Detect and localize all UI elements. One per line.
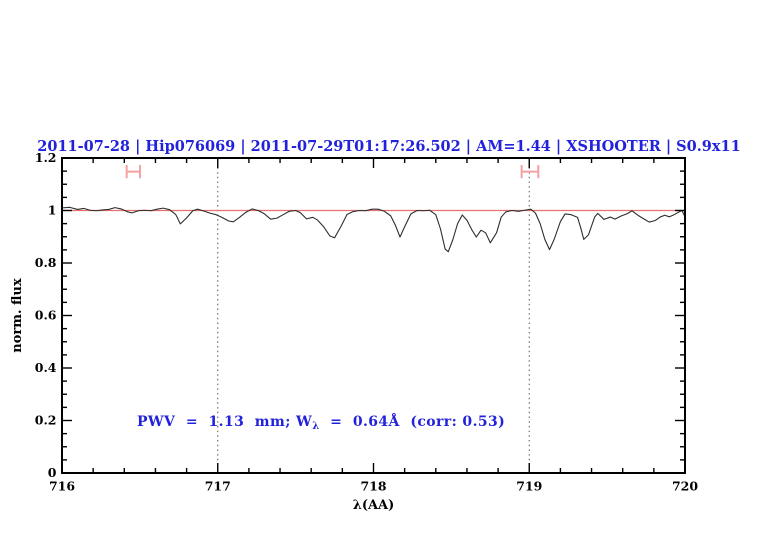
y-axis-label: norm. flux	[10, 278, 25, 353]
spectrum-line	[61, 206, 686, 253]
y-tick-label: 0	[48, 465, 57, 480]
x-tick-label: 716	[49, 479, 75, 494]
x-tick-label: 717	[205, 479, 231, 494]
y-tick-label: 0.2	[35, 413, 57, 428]
pwv-annotation-sub: λ	[312, 421, 319, 432]
y-tick-labels: 0 0.2 0.4 0.6 0.8 1 1.2	[35, 150, 57, 480]
y-tick-label: 0.8	[35, 255, 57, 270]
pwv-annotation: PWV = 1.13 mm; Wλ = 0.64Å (corr: 0.53)	[137, 412, 505, 432]
x-tick-label: 718	[360, 479, 386, 494]
y-tick-label: 0.6	[35, 308, 57, 323]
y-tick-label: 1	[48, 203, 57, 218]
x-tick-label: 719	[516, 479, 542, 494]
x-tick-label: 720	[672, 479, 698, 494]
x-tick-labels: 716 717 718 719 720	[49, 479, 698, 494]
plot-frame	[61, 157, 686, 474]
pwv-annotation-post: = 0.64Å (corr: 0.53)	[320, 412, 506, 430]
y-tick-label: 0.4	[35, 360, 57, 375]
pwv-annotation-pre: PWV = 1.13 mm; W	[137, 414, 312, 430]
y-tick-label: 1.2	[35, 150, 57, 165]
plot-title: 2011-07-28 | Hip076069 | 2011-07-29T01:1…	[37, 138, 740, 155]
band-range-markers	[125, 165, 540, 179]
x-axis-label: λ(AA)	[353, 498, 395, 513]
